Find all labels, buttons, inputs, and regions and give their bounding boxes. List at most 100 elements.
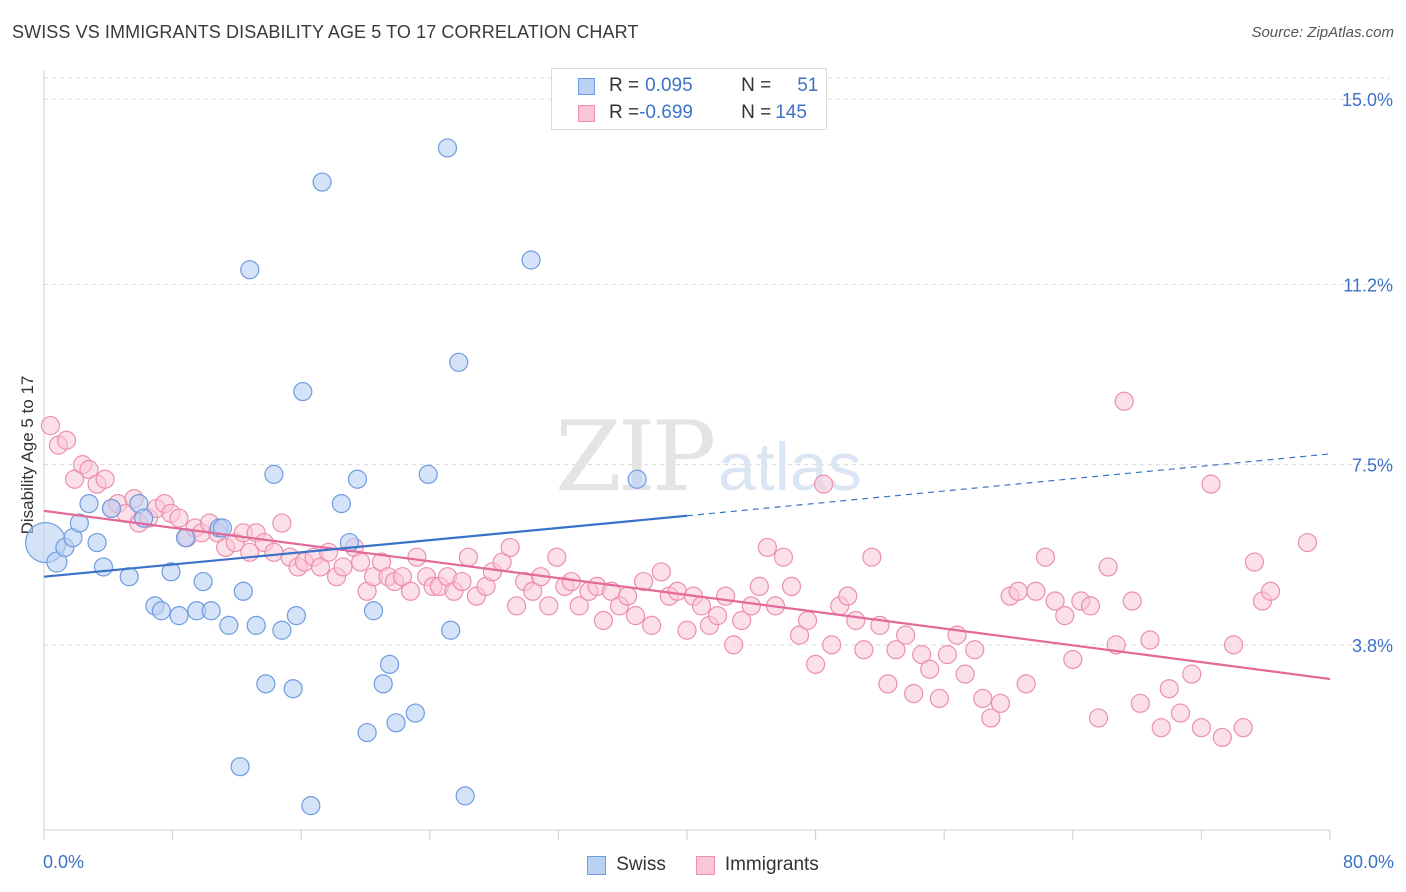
immigrants-point bbox=[838, 586, 858, 606]
swiss-point bbox=[455, 786, 475, 806]
immigrants-point bbox=[1297, 532, 1318, 553]
immigrants-point bbox=[677, 620, 697, 640]
immigrants-point bbox=[990, 693, 1011, 713]
immigrants-point bbox=[822, 635, 842, 655]
immigrants-point bbox=[1026, 581, 1046, 601]
immigrants-point bbox=[1159, 679, 1179, 699]
immigrants-point bbox=[79, 459, 99, 480]
immigrants-point bbox=[1140, 630, 1160, 650]
immigrants-point bbox=[1244, 552, 1265, 572]
y-tick-label: 15.0% bbox=[1342, 90, 1393, 110]
immigrants-point bbox=[1170, 703, 1191, 723]
swiss-r-value: 0.095 bbox=[645, 75, 693, 96]
immigrants-point bbox=[862, 547, 882, 567]
immigrants-point bbox=[1260, 581, 1281, 601]
immigrants-point bbox=[56, 430, 77, 450]
swiss-point bbox=[449, 352, 469, 372]
immigrants-n-label: N = bbox=[741, 102, 772, 123]
immigrants-point bbox=[407, 547, 427, 567]
immigrants-point bbox=[1191, 718, 1212, 738]
swiss-point bbox=[405, 703, 425, 723]
swiss-point bbox=[79, 493, 99, 514]
legend-label-swiss: Swiss bbox=[616, 854, 666, 875]
immigrants-point bbox=[789, 625, 810, 645]
source-label: Source: ZipAtlas.com bbox=[1251, 24, 1394, 41]
immigrants-point bbox=[920, 659, 940, 679]
immigrants-point bbox=[333, 557, 353, 577]
swiss-point bbox=[301, 796, 321, 816]
immigrants-point bbox=[64, 469, 85, 489]
immigrants-point bbox=[781, 576, 802, 597]
immigrants-r-label: R = bbox=[609, 102, 640, 123]
swiss-n-label: N = bbox=[741, 75, 772, 96]
immigrants-point bbox=[1122, 591, 1142, 611]
swiss-point bbox=[233, 581, 253, 601]
immigrants-point bbox=[1063, 649, 1083, 670]
correlation-legend: R = 0.095 N = 51 R = -0.699 N = 145 bbox=[551, 68, 827, 130]
swiss-trend-line bbox=[43, 514, 688, 578]
immigrants-point bbox=[749, 576, 769, 597]
swiss-point bbox=[441, 620, 461, 640]
immigrants-point bbox=[981, 708, 1001, 728]
immigrants-point bbox=[1182, 664, 1202, 684]
immigrants-point bbox=[569, 596, 589, 616]
immigrants-point bbox=[1080, 596, 1101, 616]
legend-swatch-immigrants bbox=[695, 855, 715, 875]
swiss-point bbox=[386, 713, 406, 733]
immigrants-point bbox=[452, 571, 472, 592]
x-tick-label-min: 0.0% bbox=[43, 852, 85, 872]
immigrants-point bbox=[1088, 708, 1109, 728]
immigrants-point bbox=[814, 474, 834, 494]
legend-item-immigrants: Immigrants bbox=[695, 852, 819, 878]
immigrants-point bbox=[805, 654, 826, 674]
immigrants-point bbox=[625, 606, 646, 626]
swiss-point bbox=[193, 571, 213, 592]
swiss-n-value: 51 bbox=[797, 75, 819, 96]
swiss-point bbox=[283, 679, 303, 699]
swiss-point bbox=[101, 498, 122, 519]
immigrants-point bbox=[633, 571, 654, 592]
swiss-point bbox=[357, 722, 377, 743]
immigrants-point bbox=[1233, 718, 1253, 738]
immigrants-point bbox=[973, 688, 993, 709]
swiss-point bbox=[246, 615, 266, 635]
swiss-point bbox=[212, 518, 233, 538]
swiss-point bbox=[264, 464, 284, 484]
immigrants-point bbox=[523, 581, 543, 601]
immigrants-point bbox=[392, 567, 413, 587]
swiss-point bbox=[175, 528, 196, 548]
swiss-point bbox=[87, 532, 107, 553]
immigrants-point bbox=[1098, 557, 1118, 577]
swiss-point bbox=[312, 172, 332, 192]
immigrants-point bbox=[691, 596, 712, 616]
immigrants-point bbox=[878, 674, 898, 694]
immigrants-point bbox=[741, 596, 761, 616]
immigrants-trend-line bbox=[43, 509, 1331, 681]
swiss-point bbox=[161, 562, 181, 582]
swiss-point bbox=[347, 469, 368, 489]
immigrants-point bbox=[1201, 474, 1221, 494]
immigrants-point bbox=[642, 615, 662, 635]
swiss-point bbox=[201, 601, 221, 621]
swiss-r-label: R = bbox=[609, 75, 640, 96]
immigrants-point bbox=[95, 469, 115, 489]
immigrants-n-value: 145 bbox=[775, 102, 807, 123]
swiss-point bbox=[169, 606, 189, 626]
immigrants-point bbox=[854, 640, 874, 660]
swiss-point bbox=[272, 620, 292, 640]
swiss-point bbox=[151, 601, 171, 621]
immigrants-point bbox=[272, 513, 292, 533]
immigrants-point bbox=[1151, 718, 1171, 738]
swiss-point bbox=[69, 513, 89, 533]
legend-row-immigrants: R = -0.699 N = 145 bbox=[578, 101, 807, 125]
watermark-zip: ZIP bbox=[555, 401, 714, 513]
immigrants-point bbox=[617, 586, 638, 606]
immigrants-point bbox=[1114, 391, 1134, 411]
immigrants-point bbox=[1212, 727, 1232, 748]
legend-row-swiss: R = 0.095 N = 51 bbox=[578, 74, 818, 98]
y-tick-label: 3.8% bbox=[1352, 636, 1393, 656]
swiss-point bbox=[521, 250, 541, 270]
series-legend: Swiss Immigrants bbox=[0, 852, 1406, 878]
swiss-swatch bbox=[578, 77, 595, 95]
